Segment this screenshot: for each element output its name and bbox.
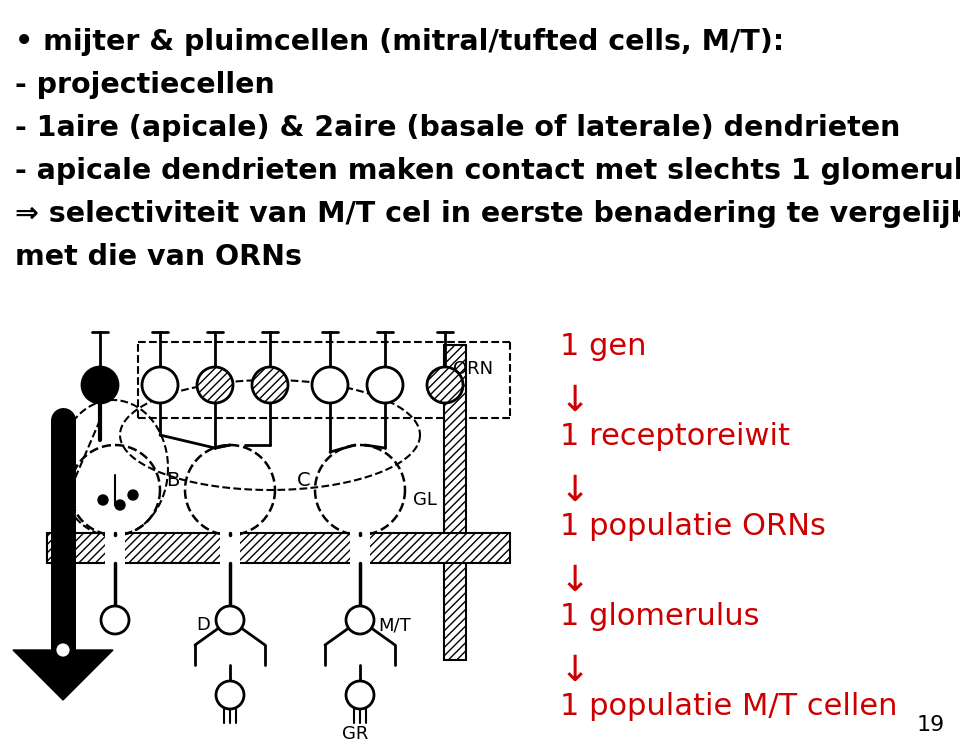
Text: GL: GL bbox=[413, 491, 437, 509]
Circle shape bbox=[128, 490, 138, 500]
Circle shape bbox=[101, 606, 129, 634]
Text: A: A bbox=[52, 470, 65, 489]
Text: ORN: ORN bbox=[453, 360, 493, 378]
Text: ↓: ↓ bbox=[560, 384, 590, 418]
Bar bbox=[350, 531, 370, 565]
Circle shape bbox=[346, 681, 374, 709]
Text: - 1aire (apicale) & 2aire (basale of laterale) dendrieten: - 1aire (apicale) & 2aire (basale of lat… bbox=[15, 114, 900, 142]
Circle shape bbox=[216, 681, 244, 709]
Text: 1 populatie ORNs: 1 populatie ORNs bbox=[560, 512, 826, 541]
Circle shape bbox=[346, 606, 374, 634]
Text: D: D bbox=[196, 616, 210, 634]
Bar bbox=[220, 531, 240, 565]
Text: 19: 19 bbox=[917, 715, 945, 735]
Polygon shape bbox=[13, 650, 113, 700]
Circle shape bbox=[142, 367, 178, 403]
Circle shape bbox=[252, 367, 288, 403]
Text: ↓: ↓ bbox=[560, 564, 590, 598]
Circle shape bbox=[367, 367, 403, 403]
Text: B: B bbox=[167, 470, 180, 489]
Text: 1 receptoreiwit: 1 receptoreiwit bbox=[560, 422, 790, 451]
Text: - apicale dendrieten maken contact met slechts 1 glomerulus: - apicale dendrieten maken contact met s… bbox=[15, 157, 960, 185]
Circle shape bbox=[98, 495, 108, 505]
Circle shape bbox=[82, 367, 118, 403]
Text: - projectiecellen: - projectiecellen bbox=[15, 71, 275, 99]
Text: 1 gen: 1 gen bbox=[560, 332, 646, 361]
Text: ↓: ↓ bbox=[560, 474, 590, 508]
Text: C: C bbox=[297, 470, 310, 489]
Text: ⇒ selectiviteit van M/T cel in eerste benadering te vergelijken: ⇒ selectiviteit van M/T cel in eerste be… bbox=[15, 200, 960, 228]
Circle shape bbox=[427, 367, 463, 403]
Circle shape bbox=[115, 500, 125, 510]
Text: ↓: ↓ bbox=[560, 654, 590, 688]
Text: 1 populatie M/T cellen: 1 populatie M/T cellen bbox=[560, 692, 898, 721]
Bar bbox=[444, 345, 466, 660]
Circle shape bbox=[197, 367, 233, 403]
Text: 1 glomerulus: 1 glomerulus bbox=[560, 602, 759, 631]
Text: M/T: M/T bbox=[378, 616, 411, 634]
Circle shape bbox=[216, 606, 244, 634]
Text: met die van ORNs: met die van ORNs bbox=[15, 243, 302, 271]
Circle shape bbox=[312, 367, 348, 403]
Text: GR: GR bbox=[342, 725, 369, 743]
Circle shape bbox=[55, 642, 71, 658]
Text: • mijter & pluimcellen (mitral/tufted cells, M/T):: • mijter & pluimcellen (mitral/tufted ce… bbox=[15, 28, 784, 56]
Bar bbox=[47, 533, 510, 563]
Bar bbox=[105, 531, 125, 565]
